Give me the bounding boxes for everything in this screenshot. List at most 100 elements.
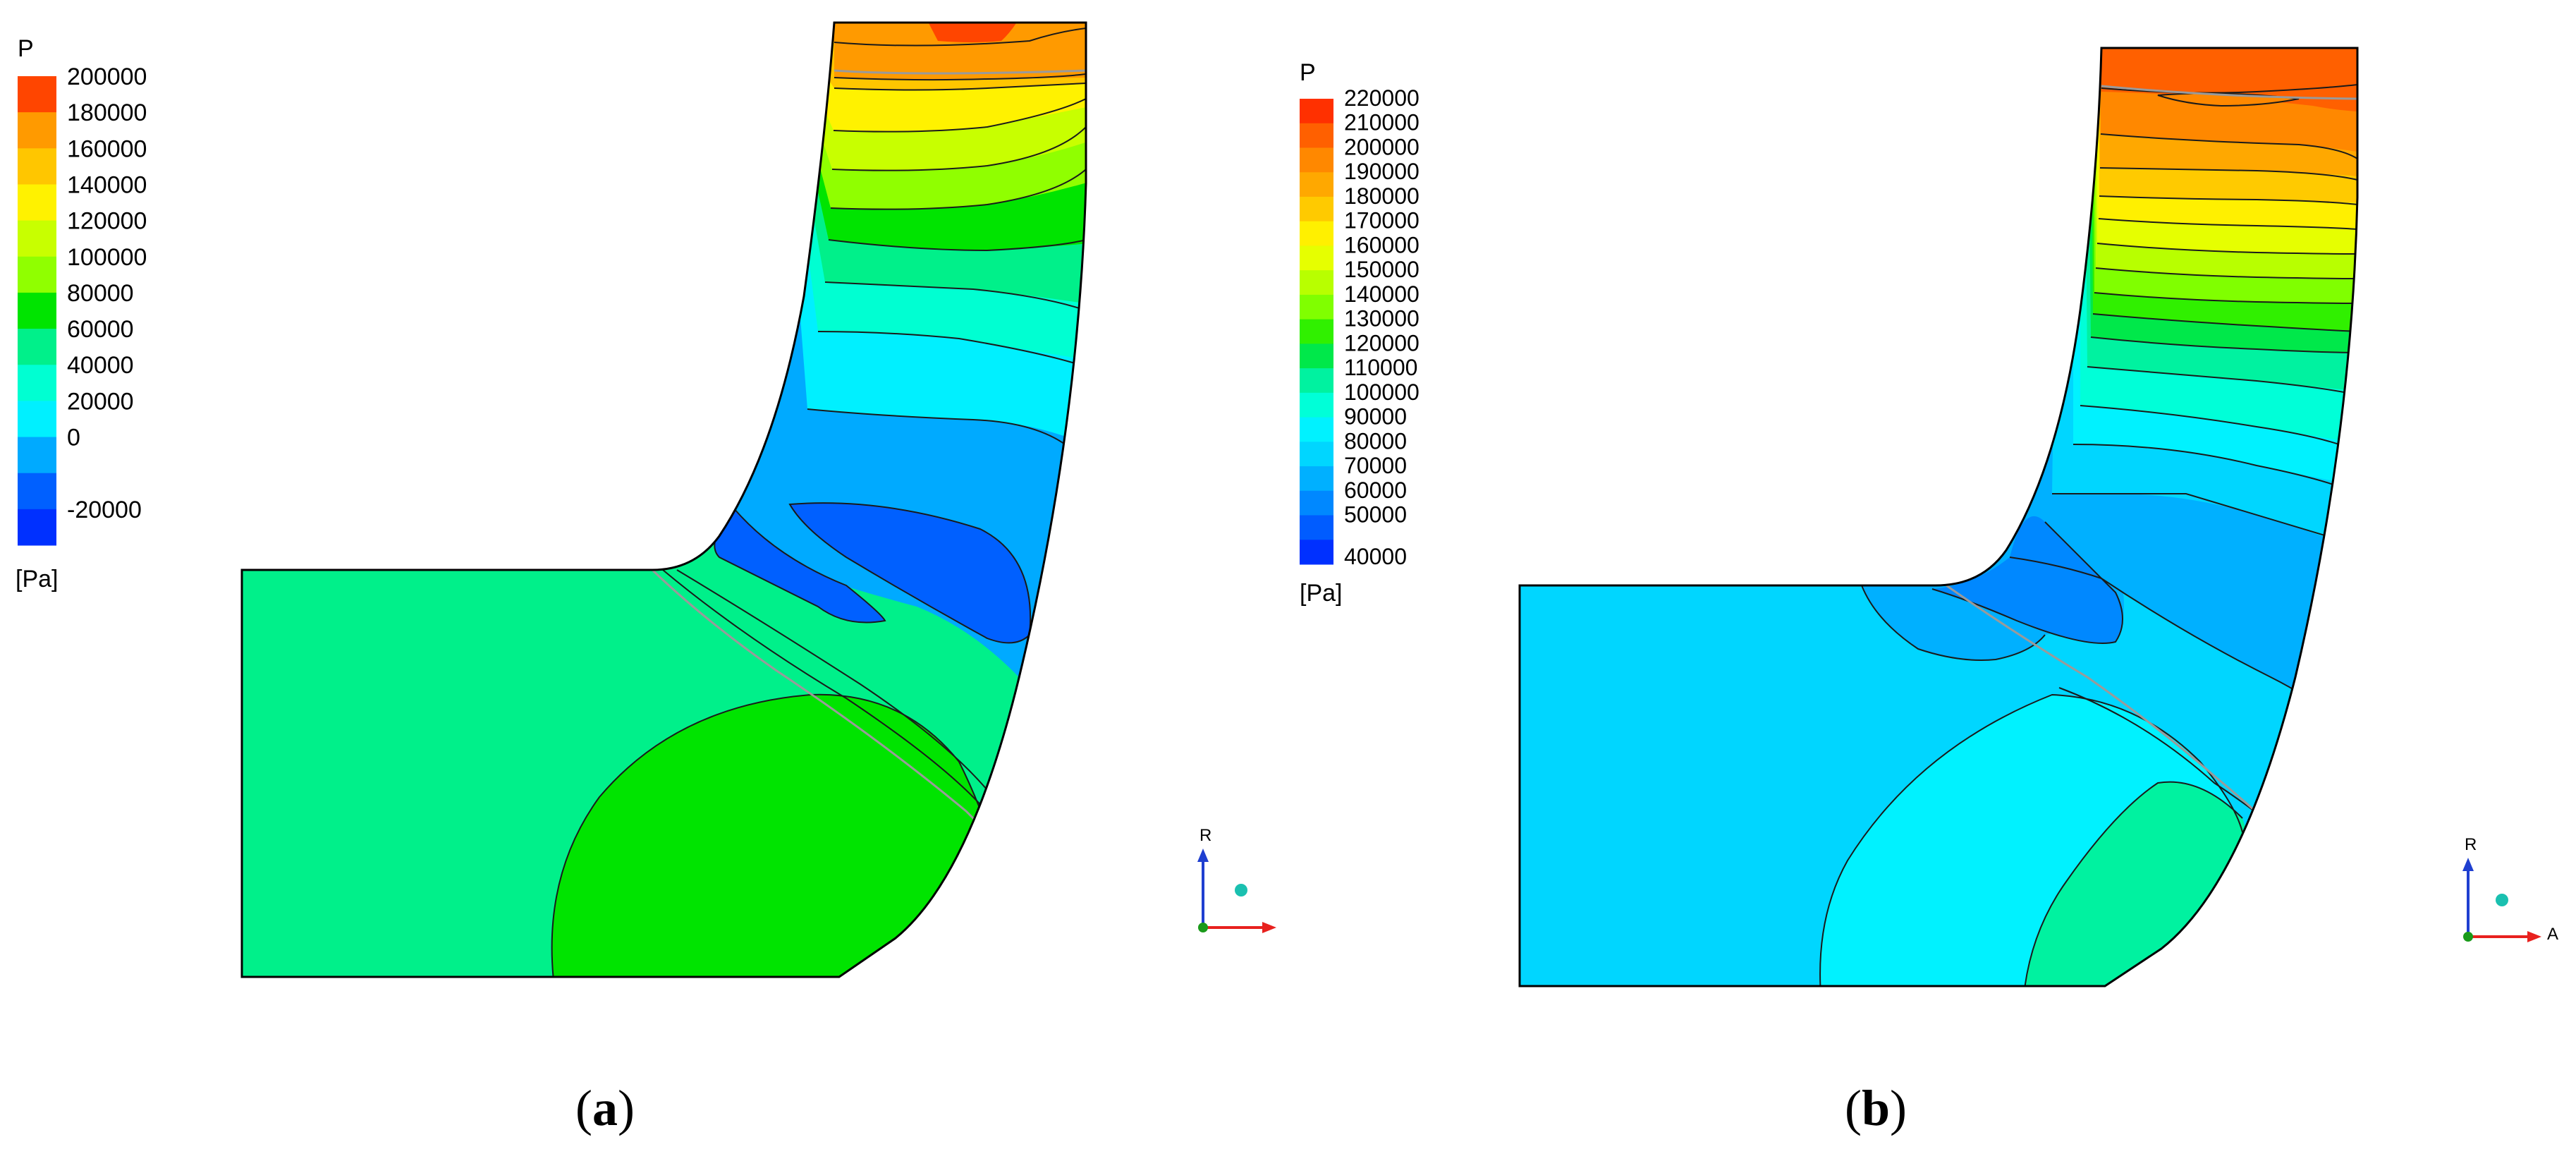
legend-b-swatch [1300,417,1333,442]
contour-b-lines [1819,84,2357,986]
axis-b-a-label: A [2547,925,2558,944]
legend-b-tick-label: 50000 [1344,502,1407,528]
axis-a-a-arrow-icon [1262,922,1276,933]
axis-a-r-label: R [1200,826,1211,845]
legend-a-swatch [18,365,56,401]
legend-b-swatch [1300,466,1333,492]
legend-b-swatch [1300,147,1333,173]
legend-b-tick-label: 150000 [1344,257,1420,282]
legend-b-swatch [1300,172,1333,197]
contour-b-interface [1946,584,2279,834]
panel-b: P 22000021000020000019000018000017000016… [1300,47,2558,1136]
legend-b-tick-label: 180000 [1344,183,1420,209]
legend-b-unit: [Pa] [1300,580,1342,607]
legend-a-tick-label: 120000 [67,208,147,235]
axis-b-point-icon [2496,894,2508,906]
legend-b-tick-label: 40000 [1344,544,1407,569]
caption-a: (a) [575,1080,635,1136]
legend-a-tick-label: 160000 [67,135,147,162]
legend-a-title: P [18,35,34,62]
legend-a-tick-label: 80000 [67,280,134,307]
legend-b-tick-label: 80000 [1344,428,1407,454]
contour-b-band-top [2101,48,2357,93]
legend-b-tick-label: 130000 [1344,306,1420,332]
legend-a-swatch [18,76,56,113]
contour-a-interface-top [834,69,1086,75]
legend-a-swatch [18,401,56,438]
legend-b-tick-label: 140000 [1344,281,1420,307]
legend-a-tick-label: 40000 [67,352,134,379]
legend-b-swatch [1300,490,1333,516]
legend-b-tick-label: 170000 [1344,208,1420,233]
legend-a-swatch [18,256,56,293]
axis-b-origin-icon [2463,932,2473,942]
legend-b-swatch [1300,294,1333,320]
contour-a-boundary [240,21,1087,978]
legend-b-swatch [1300,540,1333,565]
legend-b-swatch [1300,344,1333,369]
legend-a-swatch [18,437,56,474]
legend-a-swatch [18,329,56,365]
contour-b-interface-top [2101,85,2357,100]
legend-a-tick-label: -20000 [67,497,142,523]
legend-a-swatch [18,473,56,510]
legend-a-colorbar [18,76,56,546]
legend-b-tick-label: 220000 [1344,85,1420,111]
panel-a: P 20000018000016000014000012000010000080… [16,21,1276,1136]
legend-b-swatch [1300,392,1333,418]
contour-b-band-60000-hub [1932,516,2123,643]
axis-b-r-arrow-icon [2462,858,2474,871]
legend-b-tick-label: 190000 [1344,159,1420,184]
axis-a-origin-icon [1198,923,1208,932]
legend-a-tick-label: 0 [67,425,80,451]
legend-b-tick-label: 210000 [1344,110,1420,135]
axis-a-r-arrow-icon [1197,849,1209,862]
legend-a-tick-label: 60000 [67,316,134,343]
legend-a-tick-label: 200000 [67,63,147,90]
legend-a-swatch [18,509,56,546]
axis-a-point-icon [1235,884,1247,896]
legend-b-swatch [1300,123,1333,148]
contour-a [242,23,1086,977]
legend-a-swatch [18,220,56,257]
legend-a-tick-label: 100000 [67,244,147,271]
legend-b-colorbar [1300,99,1333,565]
legend-a-unit: [Pa] [16,566,58,592]
legend-b-swatch [1300,270,1333,296]
legend-b-tick-label: 90000 [1344,404,1407,430]
legend-b-swatch [1300,319,1333,344]
legend-a-swatch [18,148,56,185]
contour-b [1520,48,2357,986]
axis-b-a-arrow-icon [2527,931,2541,942]
axis-triad-b: R A [2462,835,2558,944]
legend-b-tick-label: 110000 [1344,355,1417,380]
legend-a-ticks: 2000001800001600001400001200001000008000… [67,63,147,523]
legend-b-swatch [1300,245,1333,271]
legend-b: P 22000021000020000019000018000017000016… [1300,59,1420,607]
contour-a-band-0-left [714,508,885,623]
legend-a-tick-label: 180000 [67,99,147,126]
contour-a-band-max [917,23,1030,42]
contour-b-boundary [1518,47,2359,987]
legend-a-tick-label: 20000 [67,388,134,415]
axis-b-r-label: R [2465,835,2477,854]
legend-b-tick-label: 200000 [1344,134,1420,159]
legend-b-swatch [1300,368,1333,394]
contour-a-band-0-right [790,503,1031,643]
legend-a-tick-label: 140000 [67,171,147,198]
legend-b-tick-label: 120000 [1344,330,1420,355]
legend-b-title: P [1300,59,1316,86]
legend-b-tick-label: 60000 [1344,478,1407,503]
legend-b-tick-label: 160000 [1344,232,1420,257]
legend-a: P 20000018000016000014000012000010000080… [16,35,147,592]
legend-b-tick-label: 100000 [1344,379,1420,405]
legend-b-ticks: 2200002100002000001900001800001700001600… [1344,85,1420,569]
legend-b-swatch [1300,196,1333,222]
legend-b-swatch [1300,99,1333,124]
caption-b: (b) [1845,1080,1907,1136]
legend-a-swatch [18,184,56,221]
legend-a-swatch [18,292,56,329]
legend-a-swatch [18,112,56,149]
legend-b-tick-label: 70000 [1344,453,1407,478]
